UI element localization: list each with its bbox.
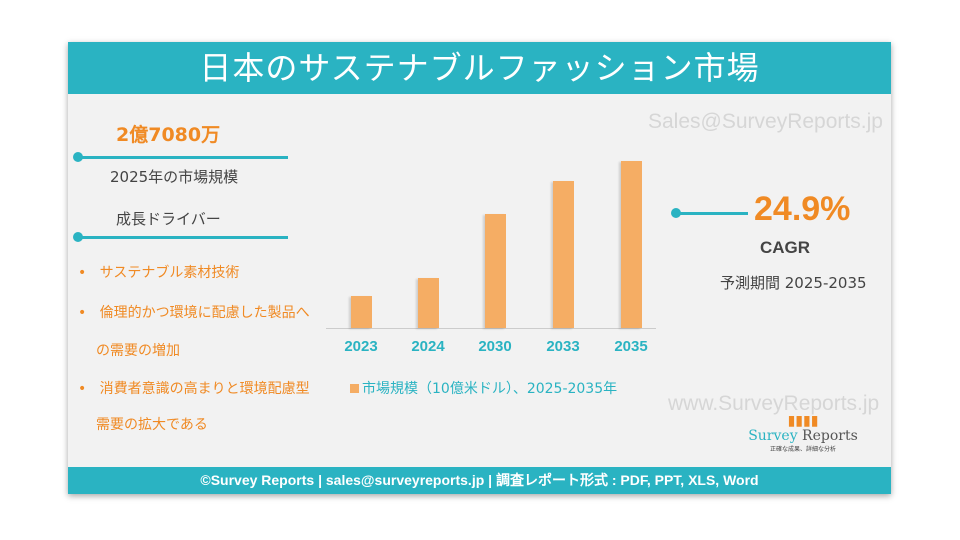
x-tick-label: 2030	[478, 338, 512, 355]
watermark-url: www.SurveyReports.jp	[668, 392, 880, 415]
bar-2030	[485, 213, 506, 328]
driver-item: • サステナブル素材技術	[78, 265, 240, 281]
bar-chart: 2023 2024 2030 2033 2035	[68, 42, 891, 494]
driver-item: • 倫理的かつ環境に配慮した製品へ	[78, 305, 310, 321]
cagr-value: 24.9%	[754, 190, 851, 228]
divider	[676, 212, 748, 215]
watermark-email: Sales@SurveyReports.jp	[648, 110, 883, 133]
drivers-heading: 成長ドライバー	[116, 210, 221, 228]
bar-2035	[621, 161, 642, 328]
footer: ©Survey Reports | sales@surveyreports.jp…	[68, 467, 891, 494]
legend-swatch	[350, 384, 359, 393]
driver-item-cont: 需要の拡大である	[96, 417, 208, 433]
market-size-value: 2億7080万	[116, 124, 221, 146]
divider	[78, 156, 288, 159]
driver-item: • 消費者意識の高まりと環境配慮型	[78, 381, 310, 397]
market-size-label: 2025年の市場規模	[110, 168, 239, 186]
logo: ▮▮▮▮ Survey Reports 正確な成果、詳細な分析	[748, 413, 858, 453]
x-axis	[326, 328, 656, 329]
bar-2023	[351, 295, 372, 328]
bar-chart-logo-icon: ▮▮▮▮	[787, 413, 819, 429]
chart-legend: 市場規模（10億米ドル）、2025-2035年	[350, 378, 617, 398]
infographic-card: 日本のサステナブルファッション市場 Sales@SurveyReports.jp…	[68, 42, 891, 494]
x-tick-label: 2033	[546, 338, 580, 355]
driver-item-cont: の需要の増加	[96, 343, 180, 359]
x-tick-label: 2035	[614, 338, 648, 355]
page-title: 日本のサステナブルファッション市場	[68, 42, 891, 94]
bar-2033	[553, 181, 574, 328]
divider	[78, 236, 288, 239]
forecast-period: 予測期間 2025-2035	[720, 274, 867, 292]
x-tick-label: 2024	[411, 338, 445, 355]
x-tick-label: 2023	[344, 338, 378, 355]
cagr-label: CAGR	[760, 238, 811, 257]
bar-2024	[418, 277, 439, 328]
